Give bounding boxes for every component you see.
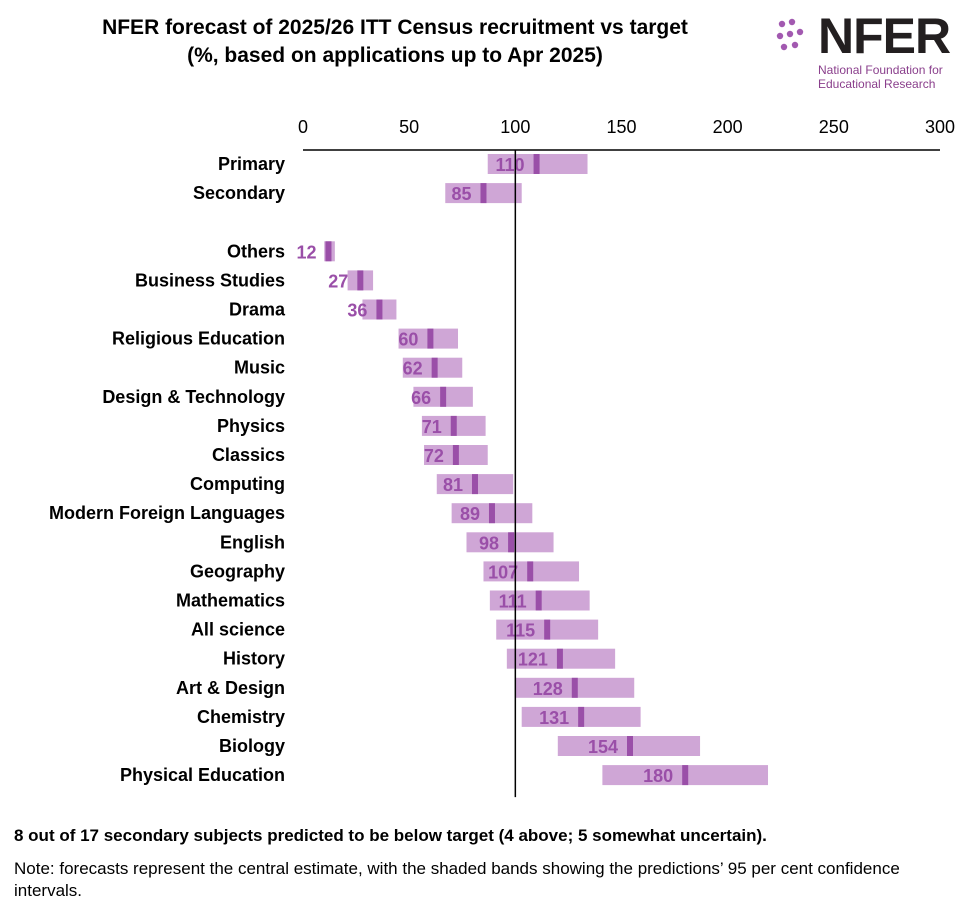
x-tick-label: 150 [606,117,636,137]
value-label: 89 [460,504,480,524]
category-label: Computing [190,474,285,494]
category-label: Chemistry [197,707,285,727]
category-label: Physics [217,416,285,436]
value-label: 36 [347,301,367,321]
title-line-2: (%, based on applications up to Apr 2025… [187,44,603,67]
value-label: 131 [539,708,569,728]
category-label: Secondary [193,183,285,203]
value-label: 121 [518,650,548,670]
category-label: English [220,532,285,552]
chart-title: NFER forecast of 2025/26 ITT Census recr… [0,14,790,70]
central-estimate-marker [626,736,633,756]
value-label: 107 [488,562,518,582]
logo-subtitle-line-2: Educational Research [818,77,936,91]
nfer-logo: NFER National Foundation for Educational… [776,10,966,100]
central-estimate-marker [571,677,578,698]
category-label: Geography [190,561,285,581]
category-label: History [223,649,285,669]
category-label: Religious Education [112,329,285,349]
category-label: Biology [219,736,285,756]
value-label: 111 [499,592,527,612]
central-estimate-marker [535,590,542,611]
value-label: 154 [588,737,618,757]
central-estimate-marker [682,765,689,786]
x-tick-label: 100 [500,117,530,137]
value-label: 27 [328,271,348,291]
central-estimate-marker [452,445,459,465]
category-label: Primary [218,154,285,174]
value-label: 110 [496,155,525,175]
note-text: Note: forecasts represent the central es… [14,859,900,900]
category-label: Drama [229,300,286,320]
central-estimate-marker [578,706,585,727]
category-label: Physical Education [120,765,285,785]
value-label: 62 [403,359,423,379]
central-estimate-marker [544,619,551,640]
central-estimate-marker [533,154,540,174]
central-estimate-marker [480,183,487,204]
value-label: 71 [422,417,442,437]
x-tick-label: 250 [819,117,849,137]
value-label: 115 [506,621,535,641]
logo-subtitle: National Foundation for Educational Rese… [818,63,943,91]
summary-text: 8 out of 17 secondary subjects predicted… [14,826,767,845]
category-label: Music [234,358,285,378]
x-tick-label: 300 [925,117,955,137]
x-tick-label: 50 [399,117,419,137]
title-line-1: NFER forecast of 2025/26 ITT Census recr… [102,16,688,39]
category-label: Classics [212,445,285,465]
central-estimate-marker [488,503,495,524]
central-estimate-marker [508,532,515,553]
category-label: Modern Foreign Languages [49,503,285,523]
central-estimate-marker [471,474,478,495]
value-label: 128 [533,679,563,699]
central-estimate-marker [450,415,457,436]
value-label: 180 [643,766,673,786]
central-estimate-marker [527,561,534,582]
central-estimate-marker [431,357,438,378]
nfer-dots-icon [776,18,804,51]
central-estimate-marker [357,270,364,291]
value-label: 72 [424,446,444,466]
category-label: Art & Design [176,678,285,698]
value-label: 12 [296,242,316,262]
logo-wordmark: NFER [818,8,951,64]
value-label: 98 [479,533,499,553]
x-tick-label: 0 [298,117,308,137]
category-label: Design & Technology [102,387,285,407]
central-estimate-marker [556,648,563,669]
category-label: Business Studies [135,270,285,290]
value-label: 85 [451,184,471,204]
central-estimate-marker [325,241,332,262]
forecast-chart: 0 50 100 150 200 250 300 Primary 110 Secondary 85 O… [49,117,955,798]
value-label: 66 [411,388,431,408]
category-label: Mathematics [176,591,285,611]
central-estimate-marker [427,328,434,349]
central-estimate-marker [440,386,447,407]
value-label: 60 [398,330,418,350]
value-label: 81 [443,475,463,495]
category-label: All science [191,620,285,640]
logo-subtitle-line-1: National Foundation for [818,63,943,77]
category-label: Others [227,241,285,261]
x-tick-label: 200 [713,117,743,137]
central-estimate-marker [376,299,383,320]
